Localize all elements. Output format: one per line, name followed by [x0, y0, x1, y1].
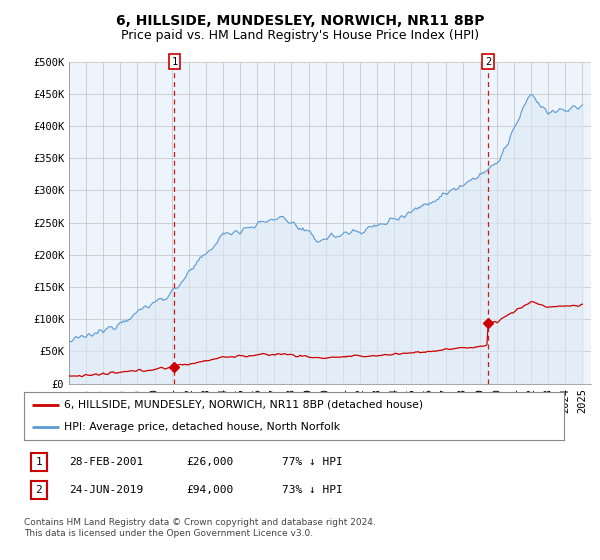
Text: 1: 1 [35, 457, 43, 467]
Text: £26,000: £26,000 [186, 457, 233, 467]
Text: HPI: Average price, detached house, North Norfolk: HPI: Average price, detached house, Nort… [65, 422, 341, 432]
Text: Contains HM Land Registry data © Crown copyright and database right 2024.
This d: Contains HM Land Registry data © Crown c… [24, 518, 376, 538]
Text: 2: 2 [35, 485, 43, 495]
Text: 1: 1 [172, 57, 178, 67]
Text: 6, HILLSIDE, MUNDESLEY, NORWICH, NR11 8BP (detached house): 6, HILLSIDE, MUNDESLEY, NORWICH, NR11 8B… [65, 400, 424, 410]
Text: £94,000: £94,000 [186, 485, 233, 495]
Text: 2: 2 [485, 57, 491, 67]
Text: 24-JUN-2019: 24-JUN-2019 [69, 485, 143, 495]
Text: 77% ↓ HPI: 77% ↓ HPI [282, 457, 343, 467]
Text: 73% ↓ HPI: 73% ↓ HPI [282, 485, 343, 495]
Text: 6, HILLSIDE, MUNDESLEY, NORWICH, NR11 8BP: 6, HILLSIDE, MUNDESLEY, NORWICH, NR11 8B… [116, 14, 484, 28]
Text: 28-FEB-2001: 28-FEB-2001 [69, 457, 143, 467]
Text: Price paid vs. HM Land Registry's House Price Index (HPI): Price paid vs. HM Land Registry's House … [121, 29, 479, 42]
